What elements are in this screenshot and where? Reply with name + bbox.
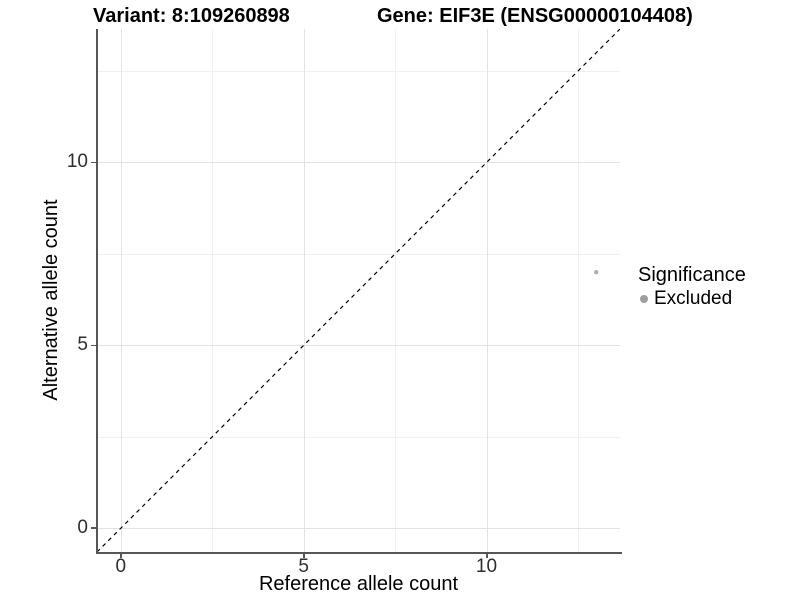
gridline-y-minor xyxy=(97,436,620,438)
y-axis-line xyxy=(96,29,98,554)
variant-title: Variant: 8:109260898 xyxy=(93,5,290,27)
gridline-x-major xyxy=(120,29,122,552)
gridline-y-minor xyxy=(97,253,620,255)
gridline-y-major xyxy=(97,528,620,530)
y-tick-label: 5 xyxy=(77,334,88,356)
gridline-x-major xyxy=(303,29,305,552)
gridline-y-minor xyxy=(97,71,620,73)
x-tick-mark xyxy=(303,553,305,558)
y-tick-mark xyxy=(91,527,96,529)
identity-line xyxy=(97,29,620,552)
legend-title: Significance xyxy=(638,264,746,286)
y-tick-mark xyxy=(91,344,96,347)
gridline-y-major xyxy=(97,345,620,347)
gridline-y-major xyxy=(97,162,620,164)
x-tick-mark xyxy=(120,553,122,558)
plot-layer xyxy=(97,29,620,552)
gridline-x-major xyxy=(486,29,488,552)
legend: Significance Excluded xyxy=(638,264,746,310)
x-tick-label: 5 xyxy=(298,556,309,577)
x-tick-label: 10 xyxy=(475,556,498,577)
gridline-x-minor xyxy=(395,29,397,552)
gridline-x-minor xyxy=(577,29,579,552)
x-axis-line xyxy=(96,552,622,554)
y-axis-title: Alternative allele count xyxy=(40,199,62,401)
y-tick-label: 0 xyxy=(77,517,88,539)
x-axis-title: Reference allele count xyxy=(258,573,458,595)
x-tick-mark xyxy=(486,553,488,558)
plot-panel xyxy=(97,29,620,552)
y-tick-label: 10 xyxy=(66,151,88,173)
legend-item-excluded: Excluded xyxy=(638,288,746,310)
legend-key-dot-icon xyxy=(640,295,648,303)
gene-title: Gene: EIF3E (ENSG00000104408) xyxy=(377,5,693,27)
data-point xyxy=(594,270,599,275)
y-tick-mark xyxy=(91,161,96,164)
x-tick-label: 0 xyxy=(115,556,127,577)
legend-item-label: Excluded xyxy=(654,288,733,309)
gridline-x-minor xyxy=(212,29,214,552)
